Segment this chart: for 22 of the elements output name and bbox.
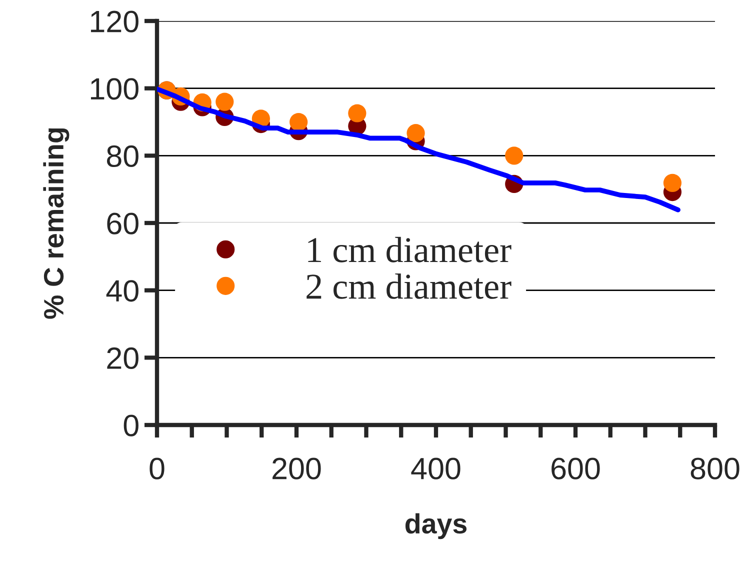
y-tick-label: 120	[90, 10, 138, 32]
legend-label: 2 cm diameter	[306, 274, 512, 299]
point	[663, 174, 682, 192]
point	[406, 124, 425, 142]
point	[505, 146, 524, 165]
y-tick-label: 100	[90, 78, 138, 100]
y-tick-label: 80	[106, 145, 138, 168]
y-tick-label: 0	[124, 414, 138, 436]
legend-label: 1 cm diameter	[308, 236, 512, 262]
y-tick-label: 60	[107, 212, 138, 234]
point	[348, 104, 366, 122]
x-tick-label: 0	[150, 458, 164, 480]
y-tick-label: 20	[107, 347, 138, 370]
point	[290, 112, 308, 132]
x-tick-label: 600	[552, 458, 600, 480]
y-axis-title: % C remaining	[43, 128, 70, 319]
x-tick-label: 800	[690, 458, 740, 480]
y-tick-label: 40	[106, 280, 138, 302]
x-tick-label: 400	[411, 458, 460, 480]
point	[216, 92, 234, 111]
x-tick-label: 200	[272, 458, 321, 480]
x-axis-title: days	[405, 513, 467, 540]
